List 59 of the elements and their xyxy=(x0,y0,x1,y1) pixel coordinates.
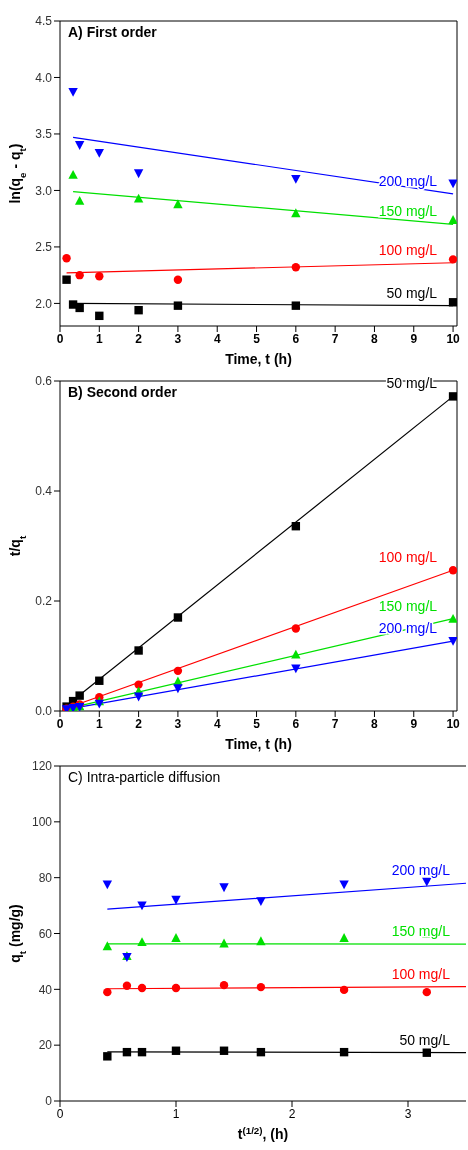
x-tick-label: 0 xyxy=(56,1106,64,1121)
x-tick-label: 3 xyxy=(174,716,182,731)
chart-title: C) Intra-particle diffusion xyxy=(68,769,221,785)
series-label: 100 mg/L xyxy=(378,241,438,258)
y-tick-label: 2.5 xyxy=(35,240,53,255)
x-tick-label: 3 xyxy=(174,331,182,346)
series-label: 100 mg/L xyxy=(378,549,438,566)
y-tick-label: 0.0 xyxy=(35,704,53,719)
x-tick-label: 7 xyxy=(331,716,339,731)
y-tick-label: 40 xyxy=(38,982,53,997)
series-label: 150 mg/L xyxy=(391,923,451,940)
series-label: 100 mg/L xyxy=(391,965,451,982)
y-tick-label: 4.5 xyxy=(35,14,53,29)
x-tick-label: 6 xyxy=(292,716,300,731)
y-tick-label: 4.0 xyxy=(35,70,53,85)
x-axis-title: Time, t (h) xyxy=(225,351,292,367)
y-tick-label: 3.5 xyxy=(35,127,53,142)
y-tick-label: 80 xyxy=(38,870,53,885)
y-tick-label: 60 xyxy=(38,926,53,941)
y-tick-label: 0 xyxy=(45,1094,53,1109)
x-axis-title: Time, t (h) xyxy=(225,736,292,752)
x-tick-label: 6 xyxy=(292,331,300,346)
x-tick-label: 5 xyxy=(253,331,261,346)
x-tick-label: 3 xyxy=(404,1106,412,1121)
x-axis-title: t$^{(1/2)}$, (h) xyxy=(237,1124,289,1142)
x-tick-label: 0 xyxy=(56,331,64,346)
y-tick-label: 100 xyxy=(31,815,53,830)
x-tick-label: 2 xyxy=(288,1106,296,1121)
y-tick-label: 3.0 xyxy=(35,183,53,198)
x-tick-label: 9 xyxy=(410,716,418,731)
series-label: 150 mg/L xyxy=(378,597,438,614)
x-tick-label: 2 xyxy=(135,716,143,731)
chart-title: A) First order xyxy=(68,24,157,40)
x-tick-label: 2 xyxy=(135,331,143,346)
x-tick-label: 7 xyxy=(331,331,339,346)
x-tick-label: 1 xyxy=(95,716,103,731)
series-label: 50 mg/L xyxy=(386,375,438,392)
x-tick-label: 4 xyxy=(213,716,221,731)
x-tick-label: 8 xyxy=(371,331,379,346)
series-label: 50 mg/L xyxy=(386,284,438,301)
y-tick-label: 120 xyxy=(31,759,53,774)
series-label: 50 mg/L xyxy=(399,1031,451,1048)
series-label: 150 mg/L xyxy=(378,203,438,220)
x-tick-label: 5 xyxy=(253,716,261,731)
y-tick-label: 0.6 xyxy=(35,374,53,389)
x-tick-label: 10 xyxy=(446,331,461,346)
x-tick-label: 8 xyxy=(371,716,379,731)
y-tick-label: 0.4 xyxy=(35,484,53,499)
x-tick-label: 9 xyxy=(410,331,418,346)
y-tick-label: 20 xyxy=(38,1038,53,1053)
y-tick-label: 0.2 xyxy=(35,594,53,609)
x-tick-label: 0 xyxy=(56,716,64,731)
series-label: 200 mg/L xyxy=(391,862,451,879)
x-tick-label: 1 xyxy=(95,331,103,346)
y-tick-label: 2.0 xyxy=(35,296,53,311)
x-tick-label: 1 xyxy=(172,1106,180,1121)
chart-title: B) Second order xyxy=(68,384,177,400)
x-tick-label: 10 xyxy=(446,716,461,731)
x-tick-label: 4 xyxy=(213,331,221,346)
